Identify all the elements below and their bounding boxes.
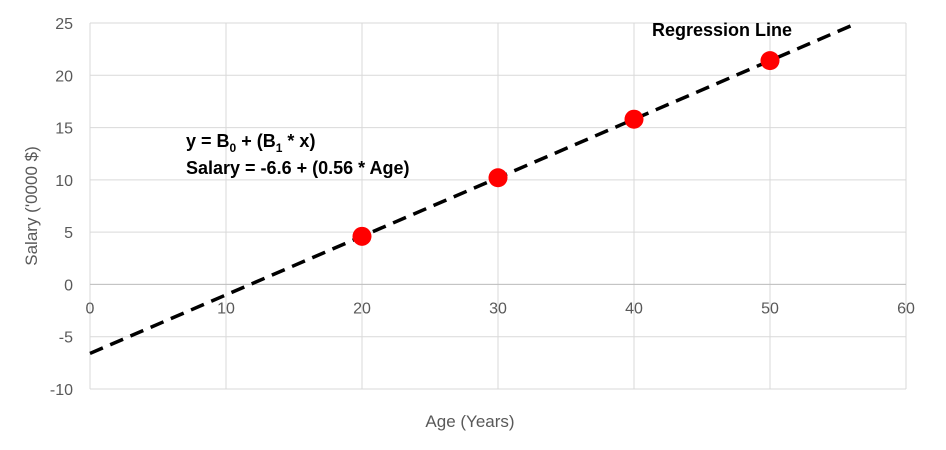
y-tick-label: 0 <box>64 277 73 294</box>
equation-subscript-0: 0 <box>230 141 237 155</box>
y-tick-label: -10 <box>50 382 73 399</box>
equation-generic: y = B0 + (B1 * x) <box>186 131 315 155</box>
x-tick-label: 10 <box>217 300 235 317</box>
data-point <box>624 109 644 129</box>
y-tick-label: 25 <box>55 16 73 33</box>
data-point <box>352 226 372 246</box>
x-tick-label: 50 <box>761 300 779 317</box>
regression-line <box>89 21 859 356</box>
y-tick-label: 5 <box>64 225 73 242</box>
y-tick-label: 15 <box>55 121 73 138</box>
x-tick-label: 20 <box>353 300 371 317</box>
y-tick-labels: -10 -5 0 5 10 15 20 25 <box>50 16 73 399</box>
x-tick-label: 30 <box>489 300 507 317</box>
data-points <box>352 51 780 246</box>
equation-suffix: * x) <box>282 131 315 151</box>
equation-subscript-1: 1 <box>276 141 283 155</box>
gridlines <box>89 22 907 390</box>
x-axis-title: Age (Years) <box>425 412 514 431</box>
x-tick-label: 60 <box>897 300 915 317</box>
y-tick-label: -5 <box>59 330 73 347</box>
data-point <box>488 168 508 188</box>
y-tick-label: 10 <box>55 173 73 190</box>
x-tick-label: 40 <box>625 300 643 317</box>
regression-line-label: Regression Line <box>652 20 792 40</box>
x-tick-label: 0 <box>86 300 95 317</box>
regression-line-group <box>89 21 859 356</box>
equation-middle: + (B <box>236 131 276 151</box>
y-tick-label: 20 <box>55 68 73 85</box>
equation-prefix: y = B <box>186 131 230 151</box>
equation-salary: Salary = -6.6 + (0.56 * Age) <box>186 158 409 178</box>
x-tick-labels: 0 10 20 30 40 50 60 <box>86 300 915 317</box>
data-point <box>760 51 780 71</box>
y-axis-title: Salary ('0000 $) <box>22 146 41 265</box>
